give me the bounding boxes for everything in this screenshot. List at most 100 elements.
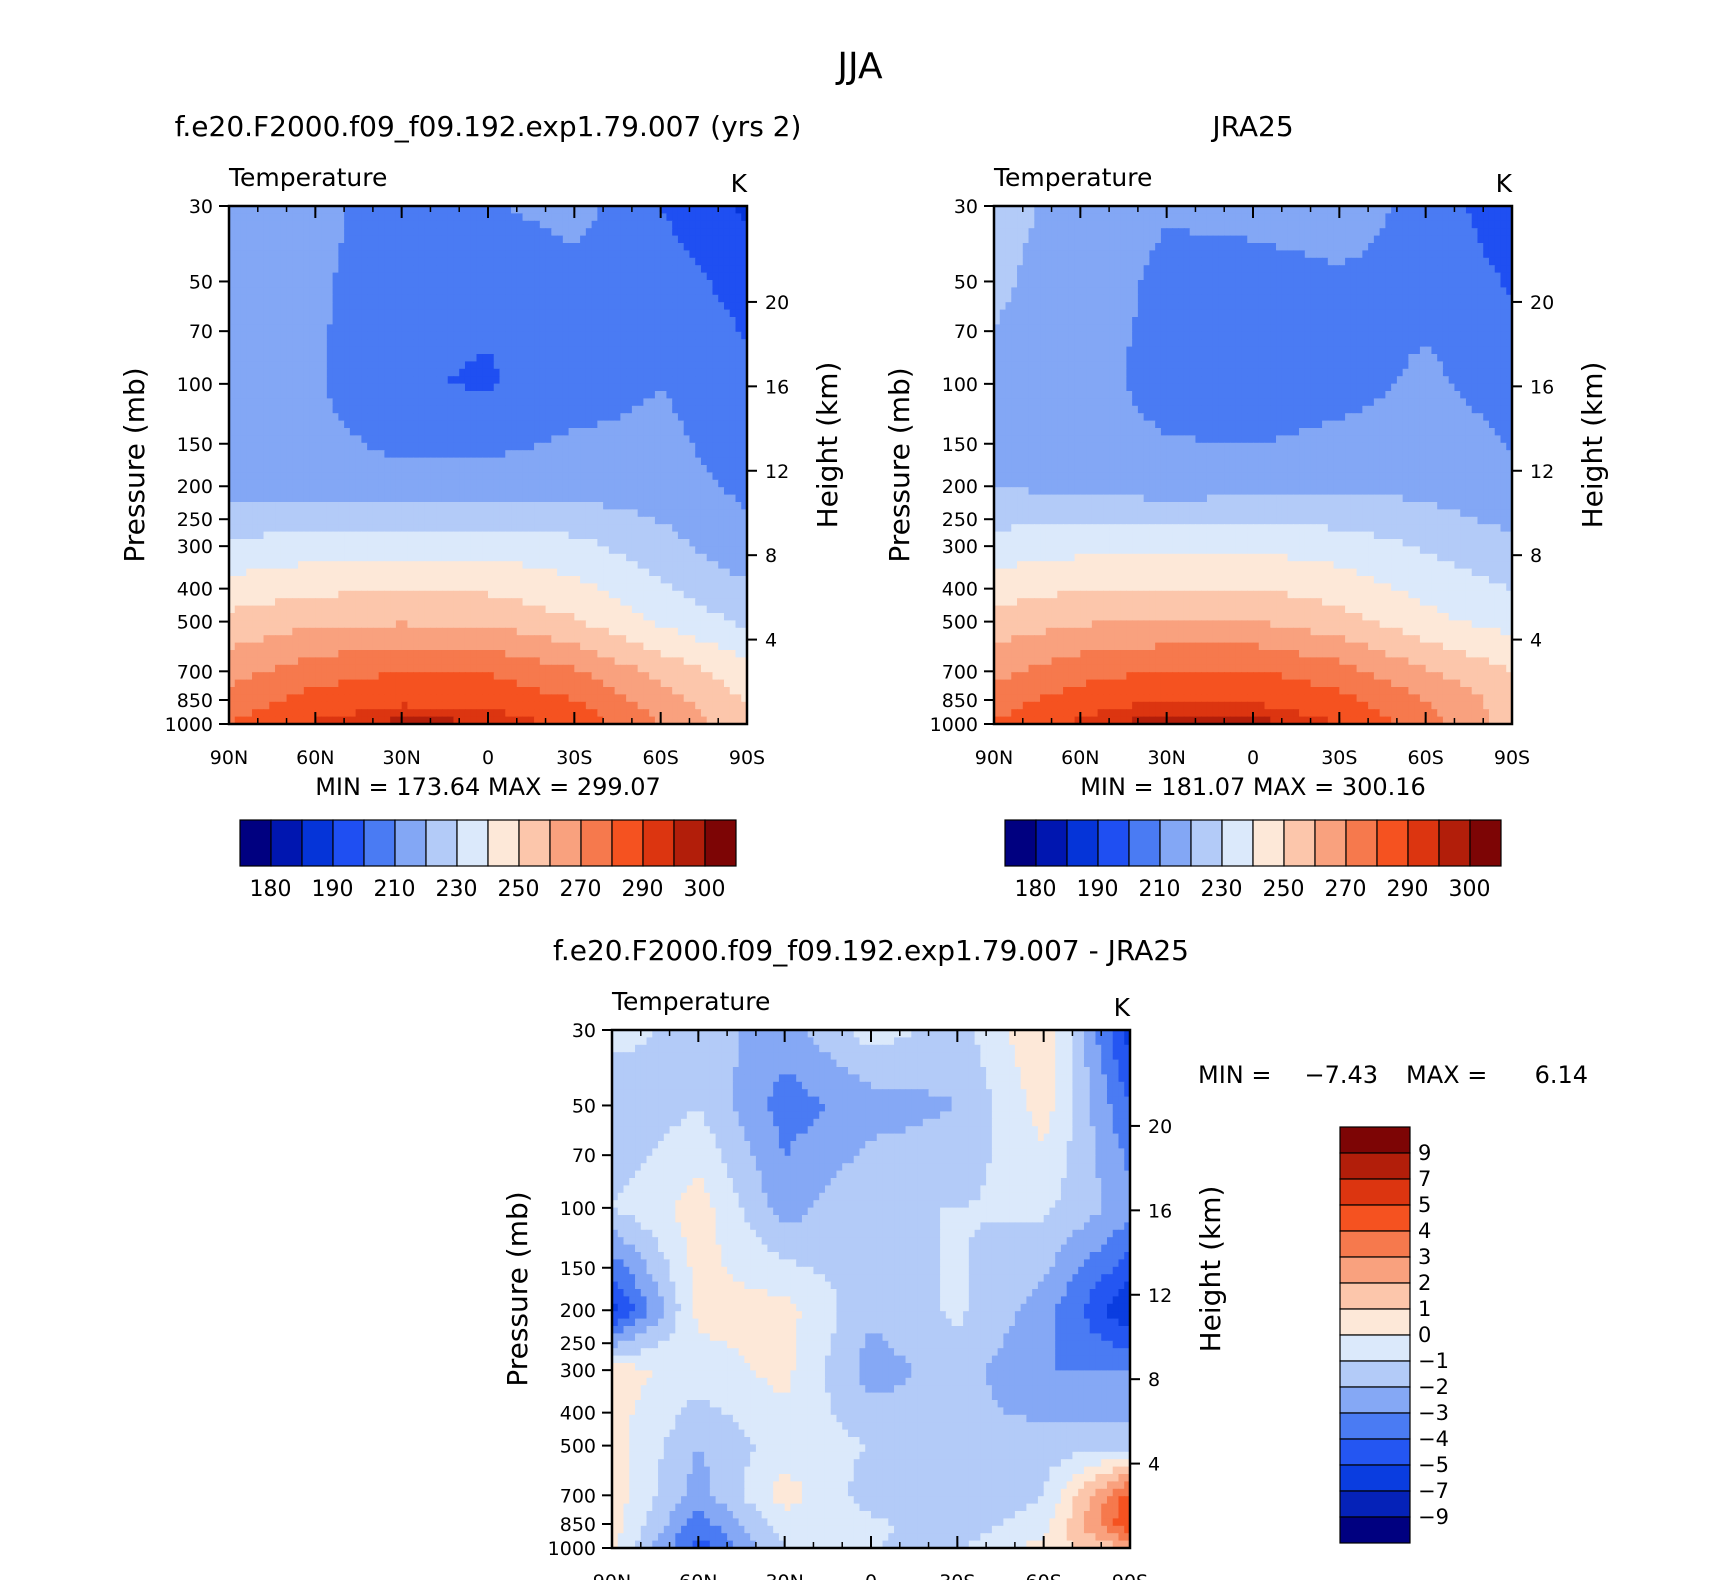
heatmap-cell bbox=[551, 472, 558, 481]
heatmap-cell bbox=[424, 576, 432, 584]
heatmap-cell bbox=[229, 553, 236, 562]
heatmap-cell bbox=[332, 302, 339, 311]
heatmap-cell bbox=[407, 339, 414, 348]
heatmap-cell bbox=[229, 479, 236, 488]
heatmap-cell bbox=[482, 220, 489, 229]
heatmap-cell bbox=[275, 479, 282, 488]
heatmap-cell bbox=[372, 220, 380, 229]
heatmap-cell bbox=[355, 442, 362, 451]
heatmap-cell bbox=[511, 605, 518, 614]
heatmap-cell bbox=[303, 206, 311, 214]
heatmap-cell bbox=[441, 398, 449, 407]
heatmap-cell bbox=[493, 539, 501, 547]
heatmap-cell bbox=[712, 465, 719, 473]
heatmap-cell bbox=[603, 228, 610, 237]
heatmap-cell bbox=[597, 228, 604, 237]
heatmap-cell bbox=[551, 494, 558, 503]
heatmap-cell bbox=[298, 531, 305, 540]
heatmap-cell bbox=[424, 376, 432, 385]
heatmap-cell bbox=[332, 220, 339, 229]
heatmap-cell bbox=[326, 361, 334, 370]
heatmap-cell bbox=[275, 339, 282, 348]
heatmap-cell bbox=[516, 605, 524, 614]
heatmap-cell bbox=[499, 257, 506, 266]
heatmap-cell bbox=[401, 398, 409, 407]
heatmap-cell bbox=[603, 398, 610, 407]
heatmap-cell bbox=[361, 546, 368, 555]
heatmap-cell bbox=[367, 613, 374, 621]
heatmap-cell bbox=[631, 361, 639, 370]
heatmap-cell bbox=[378, 354, 385, 362]
heatmap-cell bbox=[666, 561, 673, 570]
heatmap-cell bbox=[372, 472, 380, 481]
heatmap-cell bbox=[631, 576, 639, 584]
heatmap-cell bbox=[453, 294, 460, 303]
heatmap-cell bbox=[551, 435, 558, 444]
heatmap-cell bbox=[522, 368, 529, 377]
heatmap-cell bbox=[321, 206, 328, 214]
heatmap-cell bbox=[505, 280, 512, 288]
heatmap-cell bbox=[729, 257, 737, 266]
heatmap-cell bbox=[620, 220, 627, 229]
heatmap-cell bbox=[246, 294, 253, 303]
heatmap-cell bbox=[551, 539, 558, 547]
heatmap-cell bbox=[729, 354, 737, 362]
heatmap-cell bbox=[511, 302, 518, 311]
heatmap-cell bbox=[729, 280, 737, 288]
heatmap-cell bbox=[631, 509, 639, 518]
heatmap-cell bbox=[413, 613, 420, 621]
heatmap-cell bbox=[695, 280, 702, 288]
heatmap-cell bbox=[706, 220, 714, 229]
heatmap-cell bbox=[234, 487, 242, 496]
heatmap-cell bbox=[677, 213, 685, 222]
heatmap-cell bbox=[620, 568, 627, 577]
heatmap-cell bbox=[470, 487, 478, 496]
heatmap-cell bbox=[695, 413, 702, 422]
heatmap-cell bbox=[539, 280, 547, 288]
heatmap-cell bbox=[528, 398, 535, 407]
heatmap-cell bbox=[453, 450, 460, 459]
heatmap-cell bbox=[424, 457, 432, 466]
heatmap-cell bbox=[643, 376, 650, 385]
heatmap-cell bbox=[654, 539, 662, 547]
heatmap-cell bbox=[252, 228, 259, 237]
heatmap-cell bbox=[476, 502, 483, 510]
heatmap-cell bbox=[292, 405, 299, 414]
heatmap-cell bbox=[712, 516, 719, 525]
heatmap-cell bbox=[413, 435, 420, 444]
heatmap-cell bbox=[660, 487, 668, 496]
heatmap-cell bbox=[712, 339, 719, 348]
heatmap-cell bbox=[741, 590, 748, 599]
heatmap-cell bbox=[591, 553, 598, 562]
heatmap-cell bbox=[741, 361, 748, 370]
heatmap-cell bbox=[539, 539, 547, 547]
heatmap-cell bbox=[286, 450, 293, 459]
heatmap-cell bbox=[557, 354, 564, 362]
heatmap-cell bbox=[660, 376, 668, 385]
heatmap-cell bbox=[482, 228, 489, 237]
heatmap-cell bbox=[614, 405, 621, 414]
heatmap-cell bbox=[614, 272, 621, 281]
heatmap-cell bbox=[712, 420, 719, 429]
heatmap-cell bbox=[309, 420, 316, 429]
heatmap-cell bbox=[367, 539, 374, 547]
heatmap-cell bbox=[303, 546, 311, 555]
heatmap-cell bbox=[407, 539, 414, 547]
heatmap-cell bbox=[292, 287, 299, 296]
heatmap-cell bbox=[229, 368, 236, 377]
heatmap-cell bbox=[557, 376, 564, 385]
heatmap-cell bbox=[534, 265, 541, 274]
heatmap-cell bbox=[303, 220, 311, 229]
heatmap-cell bbox=[321, 391, 328, 399]
heatmap-cell bbox=[729, 435, 737, 444]
heatmap-cell bbox=[229, 272, 236, 281]
heatmap-cell bbox=[240, 250, 247, 259]
heatmap-cell bbox=[407, 583, 414, 592]
heatmap-cell bbox=[441, 331, 449, 340]
heatmap-cell bbox=[603, 272, 610, 281]
heatmap-cell bbox=[321, 524, 328, 533]
heatmap-cell bbox=[608, 368, 616, 377]
heatmap-cell bbox=[413, 309, 420, 318]
heatmap-cell bbox=[298, 257, 305, 266]
heatmap-cell bbox=[568, 457, 575, 466]
